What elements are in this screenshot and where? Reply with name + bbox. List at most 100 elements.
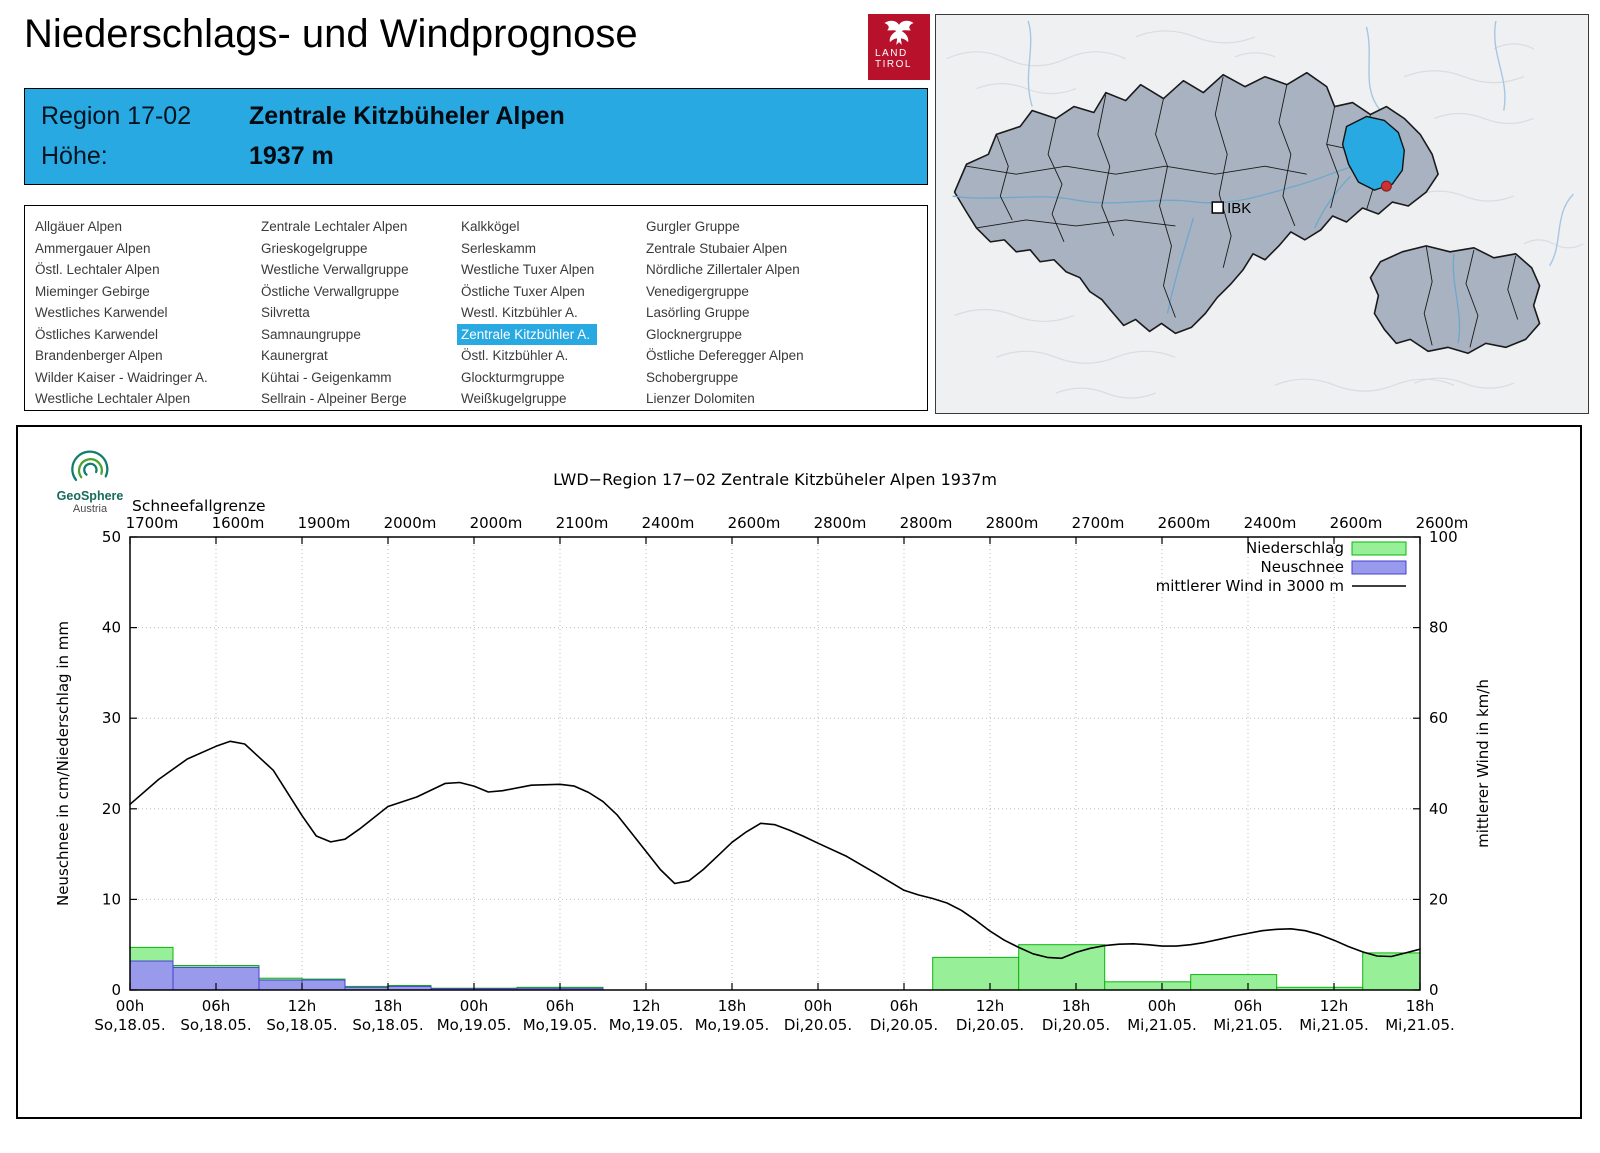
bar-neuschnee: [258, 979, 303, 991]
geosphere-sub: Austria: [72, 503, 108, 515]
snowline-value: 2800m: [900, 514, 953, 532]
altitude-value: 1937 m: [249, 142, 334, 170]
region-list-item[interactable]: Kaunergrat: [261, 348, 328, 363]
y-left-tick: 0: [111, 981, 121, 999]
snowline-value: 2800m: [986, 514, 1039, 532]
region-list-item-selected[interactable]: Zentrale Kitzbühler A.: [457, 323, 598, 345]
y-right-tick: 60: [1429, 709, 1448, 727]
snowline-value: 2600m: [1158, 514, 1211, 532]
x-tick-hour: 06h: [890, 997, 919, 1015]
region-list-item[interactable]: Westliches Karwendel: [35, 305, 168, 320]
region-list-item[interactable]: Samnaungruppe: [261, 326, 361, 342]
y-left-tick: 30: [102, 709, 121, 727]
region-list-item[interactable]: Lasörling Gruppe: [646, 305, 750, 320]
x-tick-date: Di,20.05.: [956, 1016, 1024, 1034]
chart-title: LWD−Region 17−02 Zentrale Kitzbüheler Al…: [553, 470, 997, 489]
bar-niederschlag: [1104, 981, 1192, 991]
bar-niederschlag: [1362, 952, 1421, 991]
x-tick-date: So,18.05.: [94, 1016, 165, 1034]
region-list-item[interactable]: Östliche Tuxer Alpen: [461, 283, 585, 299]
map-region-east-tyrol[interactable]: [1369, 245, 1541, 355]
region-list-item[interactable]: Weißkugelgruppe: [461, 391, 567, 406]
altitude-label: Höhe:: [41, 142, 108, 170]
region-list-item[interactable]: Östliche Verwallgruppe: [261, 283, 400, 299]
x-tick-hour: 00h: [116, 997, 145, 1015]
region-list-item[interactable]: Ammergauer Alpen: [35, 240, 151, 256]
chart-grid: [130, 537, 1420, 990]
region-list-item[interactable]: Kalkkögel: [461, 219, 520, 234]
region-list-item[interactable]: Serleskamm: [461, 240, 537, 256]
region-list-item[interactable]: Nördliche Zillertaler Alpen: [646, 262, 800, 277]
region-list-column: Kalkkögel Serleskamm Westliche Tuxer Alpen…: [457, 216, 598, 410]
x-tick-date: Di,20.05.: [784, 1016, 852, 1034]
region-list-item[interactable]: Westliche Lechtaler Alpen: [35, 391, 191, 406]
y-left-tick: 40: [102, 619, 121, 637]
wind-line: [129, 740, 1421, 960]
region-list-item[interactable]: Gurgler Gruppe: [646, 219, 740, 234]
region-list-item[interactable]: Mieminger Gebirge: [35, 283, 150, 299]
y-right-tick: 40: [1429, 800, 1448, 818]
y-left-tick: 10: [102, 890, 121, 908]
region-list-column: Zentrale Lechtaler Alpen Grieskogelgruppe…: [261, 216, 409, 410]
region-list-item[interactable]: Östliche Deferegger Alpen: [646, 348, 804, 363]
forecast-chart-panel: 00h So,18.05. 06h So,18.05. 12h So,18.05. 18h S…: [16, 425, 1582, 1119]
x-tick-hour: 12h: [632, 997, 661, 1015]
region-list-item[interactable]: Venedigergruppe: [646, 283, 749, 299]
region-list-item[interactable]: Brandenberger Alpen: [35, 348, 163, 363]
snowline-value: 1600m: [212, 514, 265, 532]
region-list-item[interactable]: Kühtai - Geigenkamm: [261, 369, 392, 385]
snowline-value: 2700m: [1072, 514, 1125, 532]
x-tick-date: Mi,21.05.: [1127, 1016, 1197, 1034]
x-tick-date: Mo,19.05.: [523, 1016, 598, 1034]
region-list-item[interactable]: Zentrale Stubaier Alpen: [646, 240, 788, 256]
logo-line-land: LAND: [875, 48, 908, 59]
x-tick-hour: 18h: [1062, 997, 1091, 1015]
region-list-item[interactable]: Lienzer Dolomiten: [646, 391, 755, 406]
region-list-item[interactable]: Zentrale Lechtaler Alpen: [261, 219, 408, 234]
region-list-item[interactable]: Östl. Kitzbühler A.: [461, 348, 569, 363]
snowline-value: 2600m: [1416, 514, 1469, 532]
region-list-item[interactable]: Allgäuer Alpen: [35, 219, 123, 234]
bar-neuschnee: [129, 960, 174, 991]
snowline-value: 2000m: [384, 514, 437, 532]
region-list-item[interactable]: Westliche Verwallgruppe: [261, 262, 409, 277]
chart-axes: 00hSo,18.05.06hSo,18.05.12hSo,18.05.18hS…: [94, 528, 1457, 1034]
bar-neuschnee: [301, 979, 346, 991]
forecast-chart: 00hSo,18.05.06hSo,18.05.12hSo,18.05.18hS…: [54, 470, 1492, 1034]
bar-niederschlag: [1190, 974, 1278, 991]
x-tick-hour: 12h: [288, 997, 317, 1015]
region-list-item[interactable]: Östliches Karwendel: [35, 326, 159, 342]
region-list-item[interactable]: Glockturmgruppe: [461, 369, 565, 385]
x-tick-hour: 00h: [460, 997, 489, 1015]
tyrol-map: IBK: [935, 14, 1589, 414]
snowline-value: 2400m: [642, 514, 695, 532]
snowline-value: 2600m: [728, 514, 781, 532]
selected-region-shape[interactable]: [1341, 115, 1405, 191]
geosphere-name: GeoSphere: [56, 489, 124, 503]
x-tick-hour: 06h: [1234, 997, 1263, 1015]
map-region-north-tyrol[interactable]: [953, 71, 1439, 335]
geosphere-swirl-icon: [71, 450, 109, 482]
region-list-item[interactable]: Westl. Kitzbühler A.: [461, 305, 578, 320]
region-list-item[interactable]: Glocknergruppe: [646, 326, 743, 342]
map-rivers-outside: [1027, 20, 1574, 267]
ibk-marker: [1211, 201, 1224, 214]
region-list-item[interactable]: Wilder Kaiser - Waidringer A.: [35, 369, 208, 385]
snowline-value: 2400m: [1244, 514, 1297, 532]
region-list-item[interactable]: Östl. Lechtaler Alpen: [35, 262, 160, 277]
region-list-item[interactable]: Silvretta: [261, 305, 310, 320]
x-tick-hour: 18h: [1406, 997, 1435, 1015]
snowline-value: 2600m: [1330, 514, 1383, 532]
x-tick-date: Mi,21.05.: [1385, 1016, 1455, 1034]
region-label: Region 17-02: [41, 102, 192, 130]
region-list-item[interactable]: Westliche Tuxer Alpen: [461, 262, 595, 277]
x-tick-hour: 00h: [804, 997, 833, 1015]
chart-bars: [129, 944, 1421, 991]
region-list-item[interactable]: Sellrain - Alpeiner Berge: [261, 391, 407, 406]
x-tick-date: So,18.05.: [180, 1016, 251, 1034]
region-list-item[interactable]: Grieskogelgruppe: [261, 240, 368, 256]
region-list-item[interactable]: Schobergruppe: [646, 369, 739, 385]
x-tick-date: So,18.05.: [266, 1016, 337, 1034]
